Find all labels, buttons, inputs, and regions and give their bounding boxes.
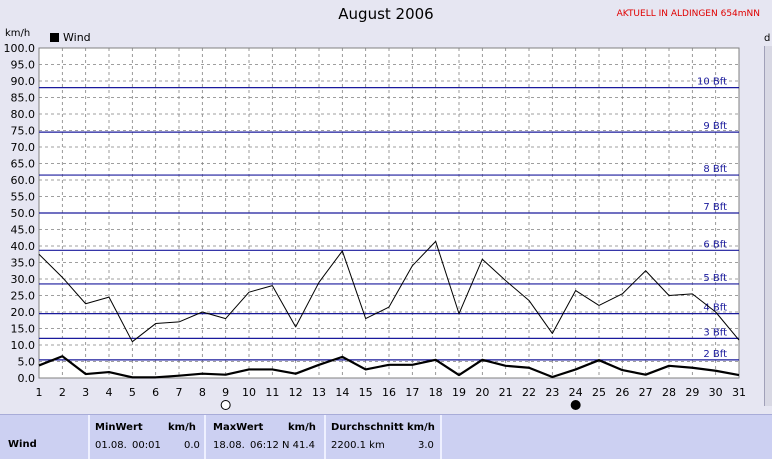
full-moon-icon (220, 400, 231, 410)
legend-label: Wind (63, 31, 91, 44)
y-tick-label: 15.0 (11, 323, 36, 336)
y-tick-label: 100.0 (4, 42, 36, 55)
min-cell: MinWert km/h 01.08. 00:01 0.0 (88, 415, 206, 459)
beaufort-label: 4 Bft (703, 303, 727, 314)
x-tick-label: 20 (475, 386, 489, 399)
avg-value: 3.0 (418, 440, 434, 451)
y-tick-label: 70.0 (11, 141, 36, 154)
y-tick-label: 5.0 (18, 356, 36, 369)
min-unit: km/h (168, 422, 196, 433)
y-tick-label: 30.0 (11, 273, 36, 286)
x-tick-label: 24 (569, 386, 583, 399)
min-header: MinWert (95, 422, 143, 433)
x-tick-label: 2 (59, 386, 66, 399)
max-time: 06:12 (250, 440, 279, 451)
x-tick-label: 28 (662, 386, 676, 399)
stats-label-cell: Wind (0, 415, 90, 459)
y-tick-label: 65.0 (11, 158, 36, 171)
chart-title: August 2006 (338, 5, 434, 23)
y-tick-label: 95.0 (11, 59, 36, 72)
min-time: 00:01 (132, 440, 161, 451)
y-tick-label: 55.0 (11, 191, 36, 204)
y-tick-label: 75.0 (11, 125, 36, 138)
right-scrollbar[interactable] (764, 46, 772, 406)
x-tick-label: 30 (709, 386, 723, 399)
x-tick-label: 4 (106, 386, 113, 399)
x-tick-label: 13 (312, 386, 326, 399)
y-tick-label: 85.0 (11, 92, 36, 105)
y-axis-unit: km/h (5, 28, 31, 39)
y-tick-label: 90.0 (11, 75, 36, 88)
y-tick-label: 80.0 (11, 108, 36, 121)
beaufort-label: 9 Bft (703, 121, 727, 132)
x-tick-label: 11 (265, 386, 279, 399)
y-tick-label: 50.0 (11, 207, 36, 220)
y-tick-label: 0.0 (18, 372, 36, 385)
y-tick-label: 20.0 (11, 306, 36, 319)
max-unit: km/h (288, 422, 316, 433)
x-tick-label: 21 (499, 386, 513, 399)
right-axis-unit: d (764, 33, 771, 44)
y-tick-label: 35.0 (11, 257, 36, 270)
beaufort-label: 8 Bft (703, 164, 727, 175)
beaufort-label: 6 Bft (703, 239, 727, 250)
x-tick-label: 27 (639, 386, 653, 399)
min-date: 01.08. (95, 440, 127, 451)
max-value: N 41.4 (282, 440, 315, 451)
stats-panel: Wind MinWert km/h 01.08. 00:01 0.0 MaxWe… (0, 414, 772, 459)
x-tick-label: 12 (289, 386, 303, 399)
legend: Wind (50, 31, 91, 44)
x-tick-label: 9 (222, 386, 229, 399)
gust-line (38, 240, 740, 343)
y-tick-label: 10.0 (11, 339, 36, 352)
avg-header: Durchschnitt km/h (331, 422, 435, 433)
x-tick-label: 5 (129, 386, 136, 399)
x-tick-label: 31 (732, 386, 746, 399)
y-tick-label: 40.0 (11, 240, 36, 253)
new-moon-icon (570, 400, 581, 410)
x-tick-label: 8 (199, 386, 206, 399)
max-date: 18.08. (213, 440, 245, 451)
x-tick-label: 10 (242, 386, 256, 399)
legend-swatch (50, 33, 59, 42)
wind-line (38, 355, 740, 379)
x-tick-label: 1 (36, 386, 43, 399)
beaufort-label: 7 Bft (703, 202, 727, 213)
x-tick-label: 14 (335, 386, 349, 399)
max-cell: MaxWert km/h 18.08. 06:12 N 41.4 (206, 415, 326, 459)
x-tick-label: 17 (405, 386, 419, 399)
y-tick-label: 25.0 (11, 290, 36, 303)
avg-cell: Durchschnitt km/h 2200.1 km 3.0 (326, 415, 442, 459)
x-tick-label: 26 (615, 386, 629, 399)
beaufort-label: 3 Bft (703, 327, 727, 338)
max-header: MaxWert (213, 422, 264, 433)
x-tick-label: 3 (82, 386, 89, 399)
beaufort-label: 2 Bft (703, 349, 727, 360)
min-value: 0.0 (184, 440, 200, 451)
x-tick-label: 29 (685, 386, 699, 399)
wind-chart: 0.0 5.0 10.0 15.0 20.0 25.0 30.0 35.0 40.0 45.0 50… (4, 42, 746, 410)
beaufort-label: 5 Bft (703, 273, 727, 284)
avg-distance: 2200.1 km (331, 440, 385, 451)
x-tick-label: 15 (359, 386, 373, 399)
station-label: AKTUELL IN ALDINGEN 654mNN (616, 9, 760, 19)
beaufort-label: 10 Bft (697, 77, 727, 88)
x-tick-label: 6 (152, 386, 159, 399)
x-tick-label: 18 (429, 386, 443, 399)
x-tick-label: 23 (545, 386, 559, 399)
stats-row-label: Wind (8, 439, 37, 450)
x-tick-label: 7 (176, 386, 183, 399)
x-tick-label: 19 (452, 386, 466, 399)
x-tick-label: 25 (592, 386, 606, 399)
y-tick-label: 60.0 (11, 174, 36, 187)
y-tick-label: 45.0 (11, 224, 36, 237)
x-tick-label: 16 (382, 386, 396, 399)
x-tick-label: 22 (522, 386, 536, 399)
